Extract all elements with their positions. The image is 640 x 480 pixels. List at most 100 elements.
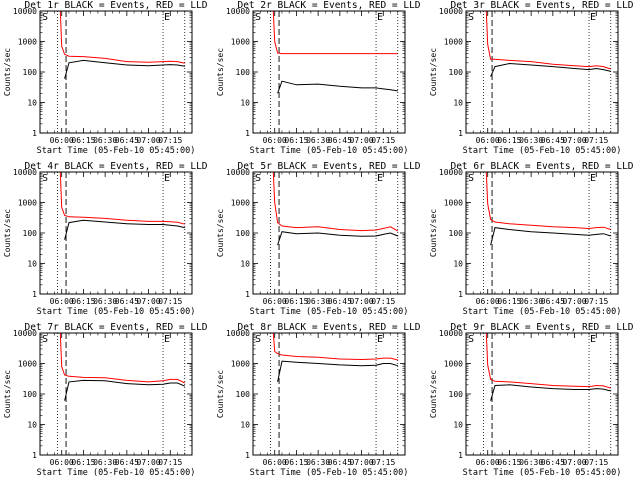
y-axis-label: Counts/sec (3, 209, 12, 257)
panel-3: Det 3r BLACK = Events, RED = LLD 1 10 100 10… (429, 0, 634, 156)
x-tick-label: 07:15 (584, 458, 608, 467)
e-marker: E (590, 173, 596, 184)
x-tick-label: 06:00 (263, 458, 287, 467)
x-tick-label: 06:00 (50, 136, 74, 145)
panel-title: Det 1r BLACK = Events, RED = LLD (24, 0, 207, 11)
y-tick-label: 100 (449, 229, 464, 238)
plot-frame (252, 332, 406, 456)
lld-series-line (270, 171, 399, 232)
y-tick-label: 10 (27, 99, 37, 108)
x-axis-label: Start Time (05-Feb-10 05:45:00) (250, 146, 409, 156)
e-marker: E (164, 173, 170, 184)
s-marker: S (255, 12, 261, 23)
x-tick-label: 07:00 (137, 297, 161, 306)
x-tick-label: 07:15 (371, 136, 395, 145)
events-series-line (277, 80, 398, 94)
y-tick-label: 1000 (444, 360, 463, 369)
e-marker: E (164, 334, 170, 345)
y-tick-label: 100 (236, 390, 251, 399)
y-axis-label: Counts/sec (429, 370, 438, 418)
x-tick-label: 06:45 (541, 458, 565, 467)
y-tick-label: 100 (236, 68, 251, 77)
e-marker: E (164, 12, 170, 23)
plot-frame (465, 332, 619, 456)
x-tick-label: 07:15 (158, 458, 182, 467)
s-marker: S (42, 173, 48, 184)
y-tick-label: 1000 (18, 199, 37, 208)
x-tick-label: 06:30 (306, 136, 330, 145)
x-tick-label: 07:00 (350, 136, 374, 145)
e-marker: E (377, 334, 383, 345)
x-tick-label: 06:30 (93, 458, 117, 467)
events-series-line (490, 384, 611, 401)
x-tick-label: 06:15 (497, 297, 521, 306)
x-tick-label: 06:15 (284, 458, 308, 467)
x-tick-label: 06:30 (519, 458, 543, 467)
y-tick-label: 1 (32, 290, 37, 299)
panel-8: Det 8r BLACK = Events, RED = LLD 1 10 100 10… (216, 322, 421, 478)
plot-frame (465, 171, 619, 295)
y-tick-label: 10000 (439, 7, 463, 16)
x-tick-label: 06:30 (306, 458, 330, 467)
x-tick-label: 06:00 (476, 297, 500, 306)
y-tick-label: 1 (458, 129, 463, 138)
x-axis-label: Start Time (05-Feb-10 05:45:00) (463, 468, 622, 478)
events-series-line (490, 62, 611, 77)
x-tick-label: 06:00 (476, 136, 500, 145)
x-axis-label: Start Time (05-Feb-10 05:45:00) (463, 146, 622, 156)
y-tick-label: 100 (23, 68, 38, 77)
x-tick-label: 06:30 (306, 297, 330, 306)
panel-title: Det 5r BLACK = Events, RED = LLD (237, 161, 420, 172)
plot-frame (39, 10, 193, 134)
y-tick-label: 1 (32, 451, 37, 460)
plot-frame (252, 171, 406, 295)
x-tick-label: 07:00 (563, 136, 587, 145)
panel-5: Det 5r BLACK = Events, RED = LLD 1 10 100 10… (216, 161, 421, 317)
y-tick-label: 1000 (18, 360, 37, 369)
lld-series-line (483, 10, 611, 70)
x-tick-label: 06:00 (263, 297, 287, 306)
y-axis-label: Counts/sec (3, 48, 12, 96)
y-axis-label: Counts/sec (216, 48, 225, 96)
panel-title: Det 9r BLACK = Events, RED = LLD (450, 322, 633, 333)
x-tick-label: 07:15 (371, 297, 395, 306)
x-axis-label: Start Time (05-Feb-10 05:45:00) (463, 307, 622, 317)
x-tick-label: 07:00 (563, 458, 587, 467)
panel-title: Det 2r BLACK = Events, RED = LLD (237, 0, 420, 11)
y-tick-label: 1 (458, 451, 463, 460)
y-tick-label: 1 (245, 451, 250, 460)
y-tick-label: 100 (449, 390, 464, 399)
x-axis-label: Start Time (05-Feb-10 05:45:00) (250, 468, 409, 478)
panel-title: Det 6r BLACK = Events, RED = LLD (450, 161, 633, 172)
lld-series-line (270, 10, 398, 55)
y-tick-label: 10 (240, 260, 250, 269)
x-tick-label: 07:00 (350, 458, 374, 467)
x-tick-label: 07:15 (584, 136, 608, 145)
x-tick-label: 06:45 (328, 136, 352, 145)
lld-series-line (483, 332, 611, 389)
x-tick-label: 06:15 (71, 458, 95, 467)
y-axis-label: Counts/sec (216, 370, 225, 418)
panel-title: Det 7r BLACK = Events, RED = LLD (24, 322, 207, 333)
x-axis-label: Start Time (05-Feb-10 05:45:00) (37, 146, 196, 156)
x-tick-label: 07:00 (563, 297, 587, 306)
x-tick-label: 06:15 (497, 458, 521, 467)
y-tick-label: 1 (458, 290, 463, 299)
plot-frame (252, 10, 406, 134)
y-tick-label: 1 (32, 129, 37, 138)
panel-4: Det 4r BLACK = Events, RED = LLD 1 10 100 10… (3, 161, 208, 317)
y-tick-label: 10 (453, 99, 463, 108)
x-tick-label: 06:15 (71, 136, 95, 145)
lld-series-line (57, 10, 185, 64)
x-tick-label: 06:00 (50, 297, 74, 306)
y-tick-label: 10000 (226, 329, 250, 338)
x-tick-label: 06:15 (497, 136, 521, 145)
s-marker: S (468, 173, 474, 184)
lld-series-line (270, 332, 398, 361)
y-tick-label: 100 (449, 68, 464, 77)
y-axis-label: Counts/sec (429, 209, 438, 257)
x-tick-label: 06:30 (93, 136, 117, 145)
x-tick-label: 06:30 (93, 297, 117, 306)
y-tick-label: 1000 (231, 360, 250, 369)
